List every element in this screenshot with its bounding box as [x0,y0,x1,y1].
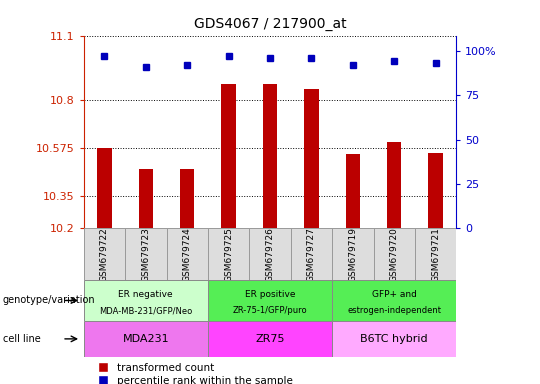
Text: cell line: cell line [3,334,40,344]
Bar [84,228,125,280]
Bar [332,280,456,321]
Bar [208,280,332,321]
Text: GSM679727: GSM679727 [307,227,316,282]
Text: GDS4067 / 217900_at: GDS4067 / 217900_at [194,17,346,31]
Bar [332,228,374,280]
Text: GSM679722: GSM679722 [100,227,109,282]
Text: MDA231: MDA231 [123,334,169,344]
Bar [221,84,236,228]
Text: GSM679720: GSM679720 [390,227,399,282]
Bar [180,169,194,228]
Bar [332,321,456,357]
Text: ZR-75-1/GFP/puro: ZR-75-1/GFP/puro [233,306,307,315]
Bar [84,280,208,321]
Text: GSM679726: GSM679726 [266,227,274,282]
Text: genotype/variation: genotype/variation [3,295,96,306]
Text: GSM679724: GSM679724 [183,227,192,282]
Bar [84,321,208,357]
Bar [415,228,456,280]
Text: ER negative: ER negative [118,290,173,299]
Bar [125,228,166,280]
Bar [428,153,443,228]
Bar [208,228,249,280]
Text: estrogen-independent: estrogen-independent [347,306,441,315]
Text: GSM679723: GSM679723 [141,227,150,282]
Text: GSM679725: GSM679725 [224,227,233,282]
Bar [263,84,277,228]
Bar [249,228,291,280]
Bar [291,228,332,280]
Text: GFP+ and: GFP+ and [372,290,417,299]
Text: ER positive: ER positive [245,290,295,299]
Bar [97,149,112,228]
Text: GSM679721: GSM679721 [431,227,440,282]
Bar [166,228,208,280]
Legend: transformed count, percentile rank within the sample: transformed count, percentile rank withi… [89,359,297,384]
Text: MDA-MB-231/GFP/Neo: MDA-MB-231/GFP/Neo [99,306,192,315]
Text: B6TC hybrid: B6TC hybrid [360,334,428,344]
Bar [374,228,415,280]
Bar [346,154,360,228]
Text: ZR75: ZR75 [255,334,285,344]
Bar [387,142,401,228]
Bar [304,89,319,228]
Bar [139,169,153,228]
Text: GSM679719: GSM679719 [348,227,357,282]
Bar [208,321,332,357]
